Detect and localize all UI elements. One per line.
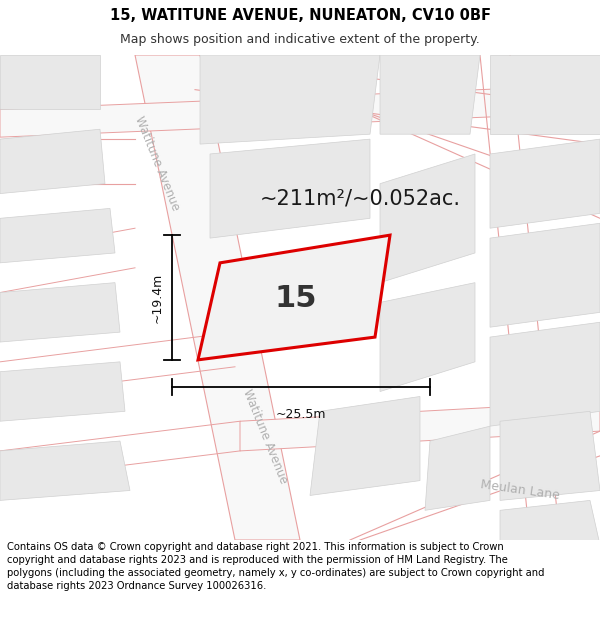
Text: Contains OS data © Crown copyright and database right 2021. This information is : Contains OS data © Crown copyright and d…	[7, 542, 545, 591]
Polygon shape	[0, 85, 600, 137]
Polygon shape	[0, 208, 115, 263]
Text: Watitune Avenue: Watitune Avenue	[132, 115, 182, 213]
Text: ~211m²/~0.052ac.: ~211m²/~0.052ac.	[260, 189, 461, 209]
Polygon shape	[0, 362, 125, 421]
Polygon shape	[490, 139, 600, 228]
Polygon shape	[380, 282, 475, 391]
Polygon shape	[380, 55, 480, 134]
Polygon shape	[490, 322, 600, 426]
Text: 15, WATITUNE AVENUE, NUNEATON, CV10 0BF: 15, WATITUNE AVENUE, NUNEATON, CV10 0BF	[110, 8, 491, 23]
Text: Watitune Avenue: Watitune Avenue	[240, 387, 290, 485]
Text: ~19.4m: ~19.4m	[151, 272, 163, 322]
Polygon shape	[240, 401, 600, 451]
Polygon shape	[0, 55, 100, 109]
Polygon shape	[200, 55, 380, 144]
Polygon shape	[0, 282, 120, 342]
Polygon shape	[210, 139, 370, 238]
Polygon shape	[500, 411, 600, 501]
Polygon shape	[198, 235, 390, 360]
Polygon shape	[0, 129, 105, 194]
Polygon shape	[490, 55, 600, 134]
Polygon shape	[380, 154, 475, 282]
Polygon shape	[490, 223, 600, 328]
Polygon shape	[135, 55, 300, 540]
Polygon shape	[425, 426, 490, 510]
Text: Map shows position and indicative extent of the property.: Map shows position and indicative extent…	[120, 33, 480, 46]
Text: ~25.5m: ~25.5m	[276, 408, 326, 421]
Polygon shape	[310, 396, 420, 496]
Polygon shape	[500, 501, 600, 545]
Text: 15: 15	[275, 284, 317, 313]
Text: Meulan Lane: Meulan Lane	[479, 479, 560, 502]
Polygon shape	[0, 441, 130, 501]
